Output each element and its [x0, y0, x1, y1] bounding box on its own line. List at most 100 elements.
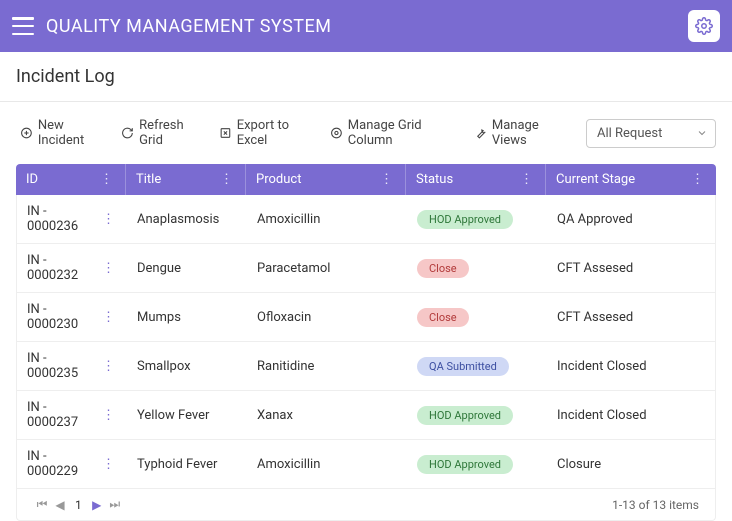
id-value: IN - 0000229	[27, 449, 100, 479]
col-header-stage-label: Current Stage	[556, 172, 635, 187]
pager-info: 1-13 of 13 items	[612, 498, 699, 512]
status-badge: Close	[417, 308, 469, 327]
table-row[interactable]: IN - 0000230⋮MumpsOfloxacinCloseCFT Asse…	[17, 293, 715, 342]
column-menu-icon[interactable]: ⋮	[378, 172, 395, 187]
row-kebab-icon[interactable]: ⋮	[100, 310, 117, 325]
row-kebab-icon[interactable]: ⋮	[100, 359, 117, 374]
column-menu-icon[interactable]: ⋮	[518, 172, 535, 187]
page-title-bar: Incident Log	[0, 52, 732, 102]
col-header-product-label: Product	[256, 172, 301, 187]
title-cell: Anaplasmosis	[127, 203, 247, 236]
title-cell: Smallpox	[127, 350, 247, 383]
status-badge: HOD Approved	[417, 455, 513, 474]
refresh-label: Refresh Grid	[139, 118, 205, 148]
col-header-id-label: ID	[26, 172, 38, 187]
id-value: IN - 0000236	[27, 204, 100, 234]
id-cell: IN - 0000235⋮	[17, 342, 127, 390]
product-cell: Amoxicillin	[247, 448, 407, 481]
stage-cell: Incident Closed	[547, 399, 715, 432]
row-kebab-icon[interactable]: ⋮	[100, 212, 117, 227]
wrench-icon	[474, 126, 487, 140]
top-bar: QUALITY MANAGEMENT SYSTEM	[0, 0, 732, 52]
export-button[interactable]: Export to Excel	[215, 116, 320, 150]
export-label: Export to Excel	[237, 118, 316, 148]
status-cell: Close	[407, 250, 547, 287]
status-cell: Close	[407, 299, 547, 336]
product-cell: Ofloxacin	[247, 301, 407, 334]
col-header-id[interactable]: ID ⋮	[16, 164, 126, 195]
excel-icon	[219, 126, 232, 140]
title-cell: Yellow Fever	[127, 399, 247, 432]
grid: ID ⋮ Title ⋮ Product ⋮ Status ⋮ Current …	[0, 164, 732, 489]
id-value: IN - 0000230	[27, 302, 100, 332]
status-cell: HOD Approved	[407, 446, 547, 483]
title-cell: Typhoid Fever	[127, 448, 247, 481]
status-cell: QA Submitted	[407, 348, 547, 385]
product-cell: Xanax	[247, 399, 407, 432]
col-header-product[interactable]: Product ⋮	[246, 164, 406, 195]
id-cell: IN - 0000230⋮	[17, 293, 127, 341]
toolbar: New Incident Refresh Grid Export to Exce…	[0, 102, 732, 164]
pager: ⏮ ◀ 1 ▶ ⏭ 1-13 of 13 items	[16, 489, 716, 521]
row-kebab-icon[interactable]: ⋮	[100, 408, 117, 423]
manage-columns-button[interactable]: Manage Grid Column	[326, 116, 464, 150]
id-cell: IN - 0000232⋮	[17, 244, 127, 292]
id-cell: IN - 0000237⋮	[17, 391, 127, 439]
columns-gear-icon	[330, 126, 343, 140]
manage-columns-label: Manage Grid Column	[348, 118, 460, 148]
id-value: IN - 0000235	[27, 351, 100, 381]
table-row[interactable]: IN - 0000229⋮ Typhoid FeverAmoxicillin HOD…	[17, 440, 715, 489]
pager-first-button[interactable]: ⏮	[33, 497, 51, 512]
status-badge: QA Submitted	[417, 357, 509, 376]
table-row[interactable]: IN - 0000232⋮DengueParacetamolCloseCFT A…	[17, 244, 715, 293]
pager-page-number: 1	[69, 498, 88, 512]
id-value: IN - 0000237	[27, 400, 100, 430]
gear-icon	[695, 17, 713, 35]
refresh-button[interactable]: Refresh Grid	[117, 116, 209, 150]
view-select-value: All Request	[597, 126, 662, 141]
col-header-status[interactable]: Status ⋮	[406, 164, 546, 195]
table-row[interactable]: IN - 0000236⋮AnaplasmosisAmoxicillinHOD …	[17, 195, 715, 244]
status-badge: HOD Approved	[417, 210, 513, 229]
column-menu-icon[interactable]: ⋮	[98, 172, 115, 187]
new-incident-label: New Incident	[38, 118, 107, 148]
plus-circle-icon	[20, 126, 33, 140]
view-select[interactable]: All Request	[586, 119, 716, 148]
row-kebab-icon[interactable]: ⋮	[100, 457, 117, 472]
new-incident-button[interactable]: New Incident	[16, 116, 111, 150]
stage-cell: CFT Assesed	[547, 252, 715, 285]
col-header-title[interactable]: Title ⋮	[126, 164, 246, 195]
col-header-title-label: Title	[136, 172, 161, 187]
pager-prev-button[interactable]: ◀	[51, 498, 69, 512]
product-cell: Amoxicillin	[247, 203, 407, 236]
stage-cell: CFT Assesed	[547, 301, 715, 334]
column-menu-icon[interactable]: ⋮	[689, 172, 706, 187]
pager-last-button[interactable]: ⏭	[106, 497, 124, 512]
product-cell: Ranitidine	[247, 350, 407, 383]
grid-body: IN - 0000236⋮AnaplasmosisAmoxicillinHOD …	[16, 195, 716, 489]
pager-next-button[interactable]: ▶	[88, 498, 106, 512]
view-select-wrap: All Request	[586, 119, 716, 148]
table-row[interactable]: IN - 0000235⋮SmallpoxRanitidineQA Submit…	[17, 342, 715, 391]
product-cell: Paracetamol	[247, 252, 407, 285]
column-menu-icon[interactable]: ⋮	[218, 172, 235, 187]
hamburger-icon[interactable]	[12, 17, 34, 35]
table-row[interactable]: IN - 0000237⋮Yellow FeverXanaxHOD Approv…	[17, 391, 715, 440]
stage-cell: QA Approved	[547, 203, 715, 236]
row-kebab-icon[interactable]: ⋮	[100, 261, 117, 276]
top-bar-left: QUALITY MANAGEMENT SYSTEM	[12, 16, 331, 37]
settings-button[interactable]	[688, 10, 720, 42]
stage-cell: Incident Closed	[547, 350, 715, 383]
status-badge: HOD Approved	[417, 406, 513, 425]
col-header-status-label: Status	[416, 172, 453, 187]
title-cell: Dengue	[127, 252, 247, 285]
stage-cell: Closure	[547, 448, 715, 481]
id-value: IN - 0000232	[27, 253, 100, 283]
status-cell: HOD Approved	[407, 397, 547, 434]
title-cell: Mumps	[127, 301, 247, 334]
id-cell: IN - 0000236⋮	[17, 195, 127, 243]
col-header-stage[interactable]: Current Stage ⋮	[546, 164, 716, 195]
manage-views-button[interactable]: Manage Views	[470, 116, 574, 150]
status-cell: HOD Approved	[407, 201, 547, 238]
status-badge: Close	[417, 259, 469, 278]
